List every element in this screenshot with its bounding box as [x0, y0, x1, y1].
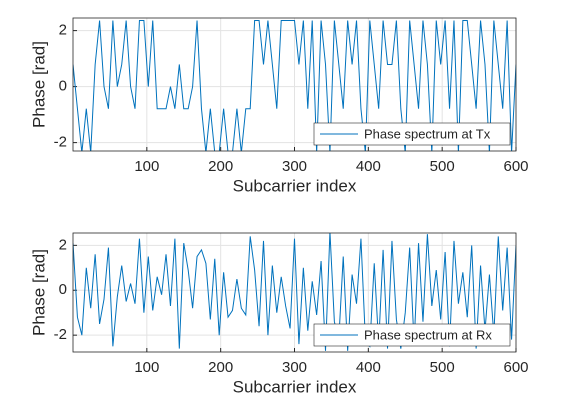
x-tick-label: 500 [430, 158, 455, 175]
x-tick-label: 200 [208, 158, 233, 175]
y-tick-label: 2 [59, 236, 67, 253]
x-tick-label: 300 [282, 359, 307, 376]
legend-box [313, 122, 511, 146]
x-tick-label: 500 [430, 359, 455, 376]
y-tick-label: 0 [59, 281, 67, 298]
x-tick-label: 100 [134, 158, 159, 175]
x-axis-label: Subcarrier index [233, 377, 357, 396]
legend-label: Phase spectrum at Rx [364, 327, 492, 342]
data-line [73, 20, 516, 151]
x-tick-label: 600 [503, 158, 528, 175]
x-tick-label: 100 [134, 359, 159, 376]
y-tick-label: 0 [59, 78, 67, 95]
x-axis-label: Subcarrier index [233, 176, 357, 195]
x-tick-label: 600 [503, 359, 528, 376]
axes-box [72, 232, 517, 353]
x-tick-label: 400 [356, 359, 381, 376]
y-tick-label: 2 [59, 22, 67, 39]
x-tick-label: 200 [208, 359, 233, 376]
axes-box [72, 17, 517, 152]
legend-box [313, 323, 511, 347]
data-line [73, 233, 516, 351]
y-tick-label: -2 [54, 326, 67, 343]
x-tick-label: 400 [356, 158, 381, 175]
legend-label: Phase spectrum at Tx [364, 126, 491, 141]
y-axis-label: Phase [rad] [29, 41, 48, 128]
y-tick-label: -2 [54, 134, 67, 151]
x-tick-label: 300 [282, 158, 307, 175]
y-axis-label: Phase [rad] [29, 249, 48, 336]
